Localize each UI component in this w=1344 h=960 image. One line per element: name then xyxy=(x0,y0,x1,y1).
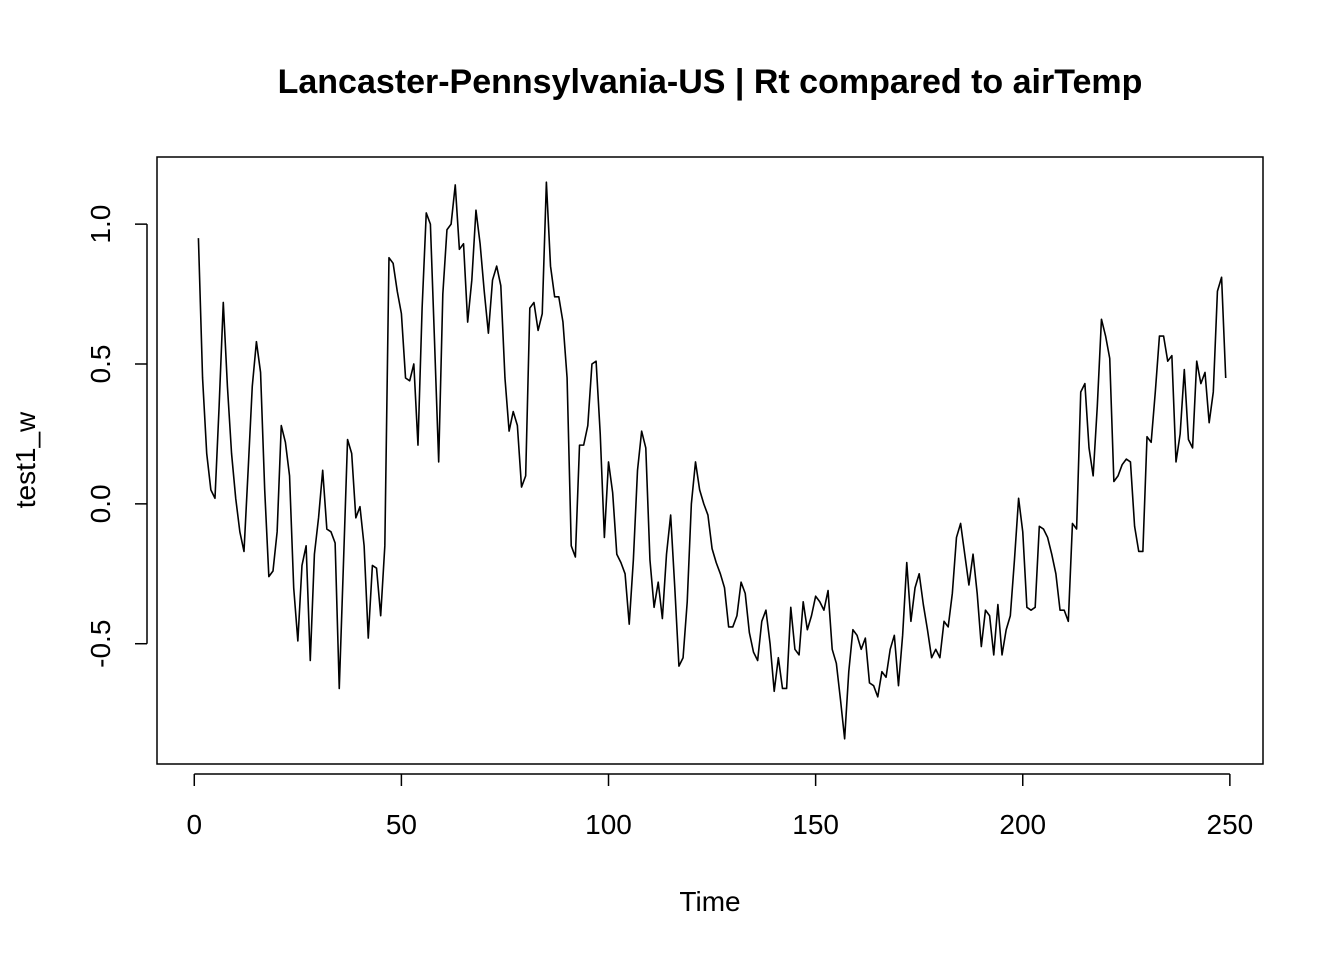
y-tick-label: 0.0 xyxy=(85,484,116,523)
y-axis: -0.5 0.0 0.5 1.0 xyxy=(85,205,148,668)
x-tick-label: 200 xyxy=(999,809,1046,840)
series-line xyxy=(197,181,1227,740)
x-tick-label: 50 xyxy=(386,809,417,840)
x-axis: 0 50 100 150 200 250 xyxy=(186,773,1254,840)
x-tick-label: 0 xyxy=(186,809,202,840)
y-axis-title: test1_w xyxy=(10,411,41,508)
y-tick-label: 1.0 xyxy=(85,205,116,244)
plot-frame xyxy=(156,156,1264,765)
x-axis-title: Time xyxy=(679,886,740,917)
chart-title: Lancaster-Pennsylvania-US | Rt compared … xyxy=(278,63,1143,101)
x-tick-label: 250 xyxy=(1207,809,1254,840)
x-tick-label: 150 xyxy=(792,809,839,840)
y-tick-label: 0.5 xyxy=(85,345,116,384)
x-tick-label: 100 xyxy=(585,809,632,840)
y-tick-label: -0.5 xyxy=(85,620,116,668)
